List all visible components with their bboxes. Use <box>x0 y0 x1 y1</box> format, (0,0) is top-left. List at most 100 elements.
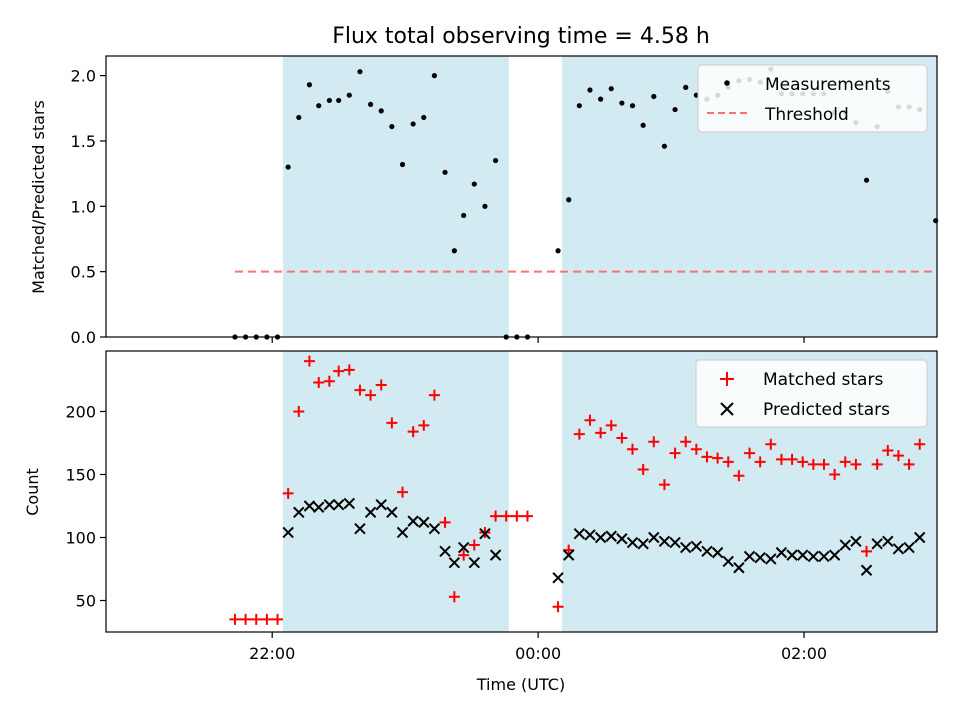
matched-star-point <box>882 445 894 457</box>
top-y-tick-label: 2.0 <box>71 67 96 86</box>
legend-predicted-label: Predicted stars <box>763 400 890 420</box>
matched-star-point <box>797 456 809 468</box>
bottom-panel-points <box>229 355 926 625</box>
predicted-star-point <box>818 550 830 563</box>
measurement-point <box>378 108 384 114</box>
x-tick-label: 00:00 <box>515 644 561 663</box>
bottom-y-axis-label: Count <box>23 468 42 516</box>
measurement-point <box>471 181 477 187</box>
matched-star-point <box>775 453 787 465</box>
matched-star-point <box>786 453 798 465</box>
predicted-star-point <box>690 540 703 553</box>
measurement-point <box>598 96 604 102</box>
matched-star-point <box>722 456 734 468</box>
measurement-point <box>482 203 488 209</box>
predicted-star-point <box>828 549 841 561</box>
predicted-star-point <box>860 564 873 576</box>
predicted-star-point <box>626 536 639 549</box>
predicted-star-point <box>903 541 915 554</box>
predicted-star-point <box>418 516 430 529</box>
measurement-point <box>326 97 332 104</box>
x-axis-label: Time (UTC) <box>476 675 565 694</box>
top-panel-y-ticks: 0.0 0.5 1.0 1.5 2.0 <box>71 67 106 347</box>
matched-star-point <box>282 487 294 499</box>
bottom-panel-shading <box>282 351 937 632</box>
predicted-star-point <box>468 556 481 569</box>
matched-star-point <box>648 436 660 448</box>
matched-star-point <box>744 447 756 459</box>
top-panel: 0.00.51.01.52.0 Matched/Predicted stars … <box>29 55 939 347</box>
predicted-star-point <box>323 499 336 511</box>
x-tick-label: 02:00 <box>781 644 827 663</box>
predicted-star-point <box>489 549 502 561</box>
matched-star-point <box>229 613 241 625</box>
measurement-point <box>576 103 582 109</box>
legend-measurements-label: Measurements <box>765 75 891 95</box>
legend-matched-marker <box>720 372 734 386</box>
matched-star-point <box>448 591 460 603</box>
predicted-star-point <box>332 499 345 511</box>
top-y-tick-label: 1.5 <box>71 132 96 151</box>
matched-star-point <box>323 375 335 387</box>
legend-predicted-marker <box>720 402 734 416</box>
matched-star-point <box>818 458 830 470</box>
predicted-star-point <box>375 499 387 511</box>
measurement-point <box>410 121 416 127</box>
measurement-point <box>683 84 689 90</box>
matched-star-point <box>261 613 273 625</box>
matched-star-point <box>343 364 355 376</box>
measurement-point <box>336 97 342 104</box>
matched-star-point <box>584 414 596 426</box>
measurement-point <box>608 86 614 92</box>
measurement-point <box>296 114 302 121</box>
matched-star-point <box>397 486 409 498</box>
measurement-point <box>389 123 395 130</box>
predicted-star-point <box>743 550 756 563</box>
predicted-star-point <box>711 546 724 559</box>
measurement-point <box>863 177 870 183</box>
matched-star-point <box>418 419 430 431</box>
bottom-panel-x-ticks: 22:00 00:00 02:00 <box>249 632 827 663</box>
measurement-point <box>566 197 572 203</box>
legend-threshold-label: Threshold <box>764 105 849 125</box>
predicted-star-point <box>754 551 766 564</box>
predicted-star-point <box>343 497 356 510</box>
bottom-legend: Matched stars Predicted stars <box>695 359 928 428</box>
predicted-star-point <box>669 536 681 549</box>
top-shaded-interval-0 <box>282 56 509 337</box>
measurement-point <box>442 169 448 175</box>
measurement-point <box>461 212 467 219</box>
measurement-point <box>451 248 457 254</box>
bottom-shaded-interval-0 <box>282 351 509 632</box>
predicted-star-point <box>679 541 692 554</box>
predicted-star-point <box>573 528 586 540</box>
predicted-star-point <box>765 553 777 565</box>
bottom-panel: 50 100 150 200 22:00 00:00 02:00 Count Matche… <box>23 350 938 663</box>
bottom-panel-frame <box>105 350 938 633</box>
matched-star-point <box>605 419 617 431</box>
matched-star-point <box>627 443 639 455</box>
measurement-point <box>431 73 438 79</box>
measurement-point <box>555 248 561 254</box>
matched-star-point <box>313 377 325 389</box>
bottom-y-tick-label: 150 <box>65 465 96 484</box>
measurement-point <box>357 69 363 75</box>
predicted-star-point <box>479 528 491 540</box>
matched-star-point <box>428 389 440 401</box>
predicted-star-point <box>594 531 607 544</box>
bottom-y-tick-label: 100 <box>65 528 96 547</box>
matched-star-point <box>375 379 387 391</box>
matched-star-point <box>765 438 777 450</box>
predicted-star-point <box>850 535 862 547</box>
matched-star-point <box>511 510 523 522</box>
matched-star-point <box>807 458 819 470</box>
matched-star-point <box>293 405 305 417</box>
measurement-point <box>640 122 646 128</box>
measurement-point <box>661 143 668 149</box>
top-legend: Measurements Threshold <box>697 64 928 133</box>
matched-star-point <box>303 355 315 367</box>
matched-star-point <box>521 510 533 522</box>
predicted-star-point <box>562 549 575 561</box>
matched-star-point <box>616 432 628 444</box>
